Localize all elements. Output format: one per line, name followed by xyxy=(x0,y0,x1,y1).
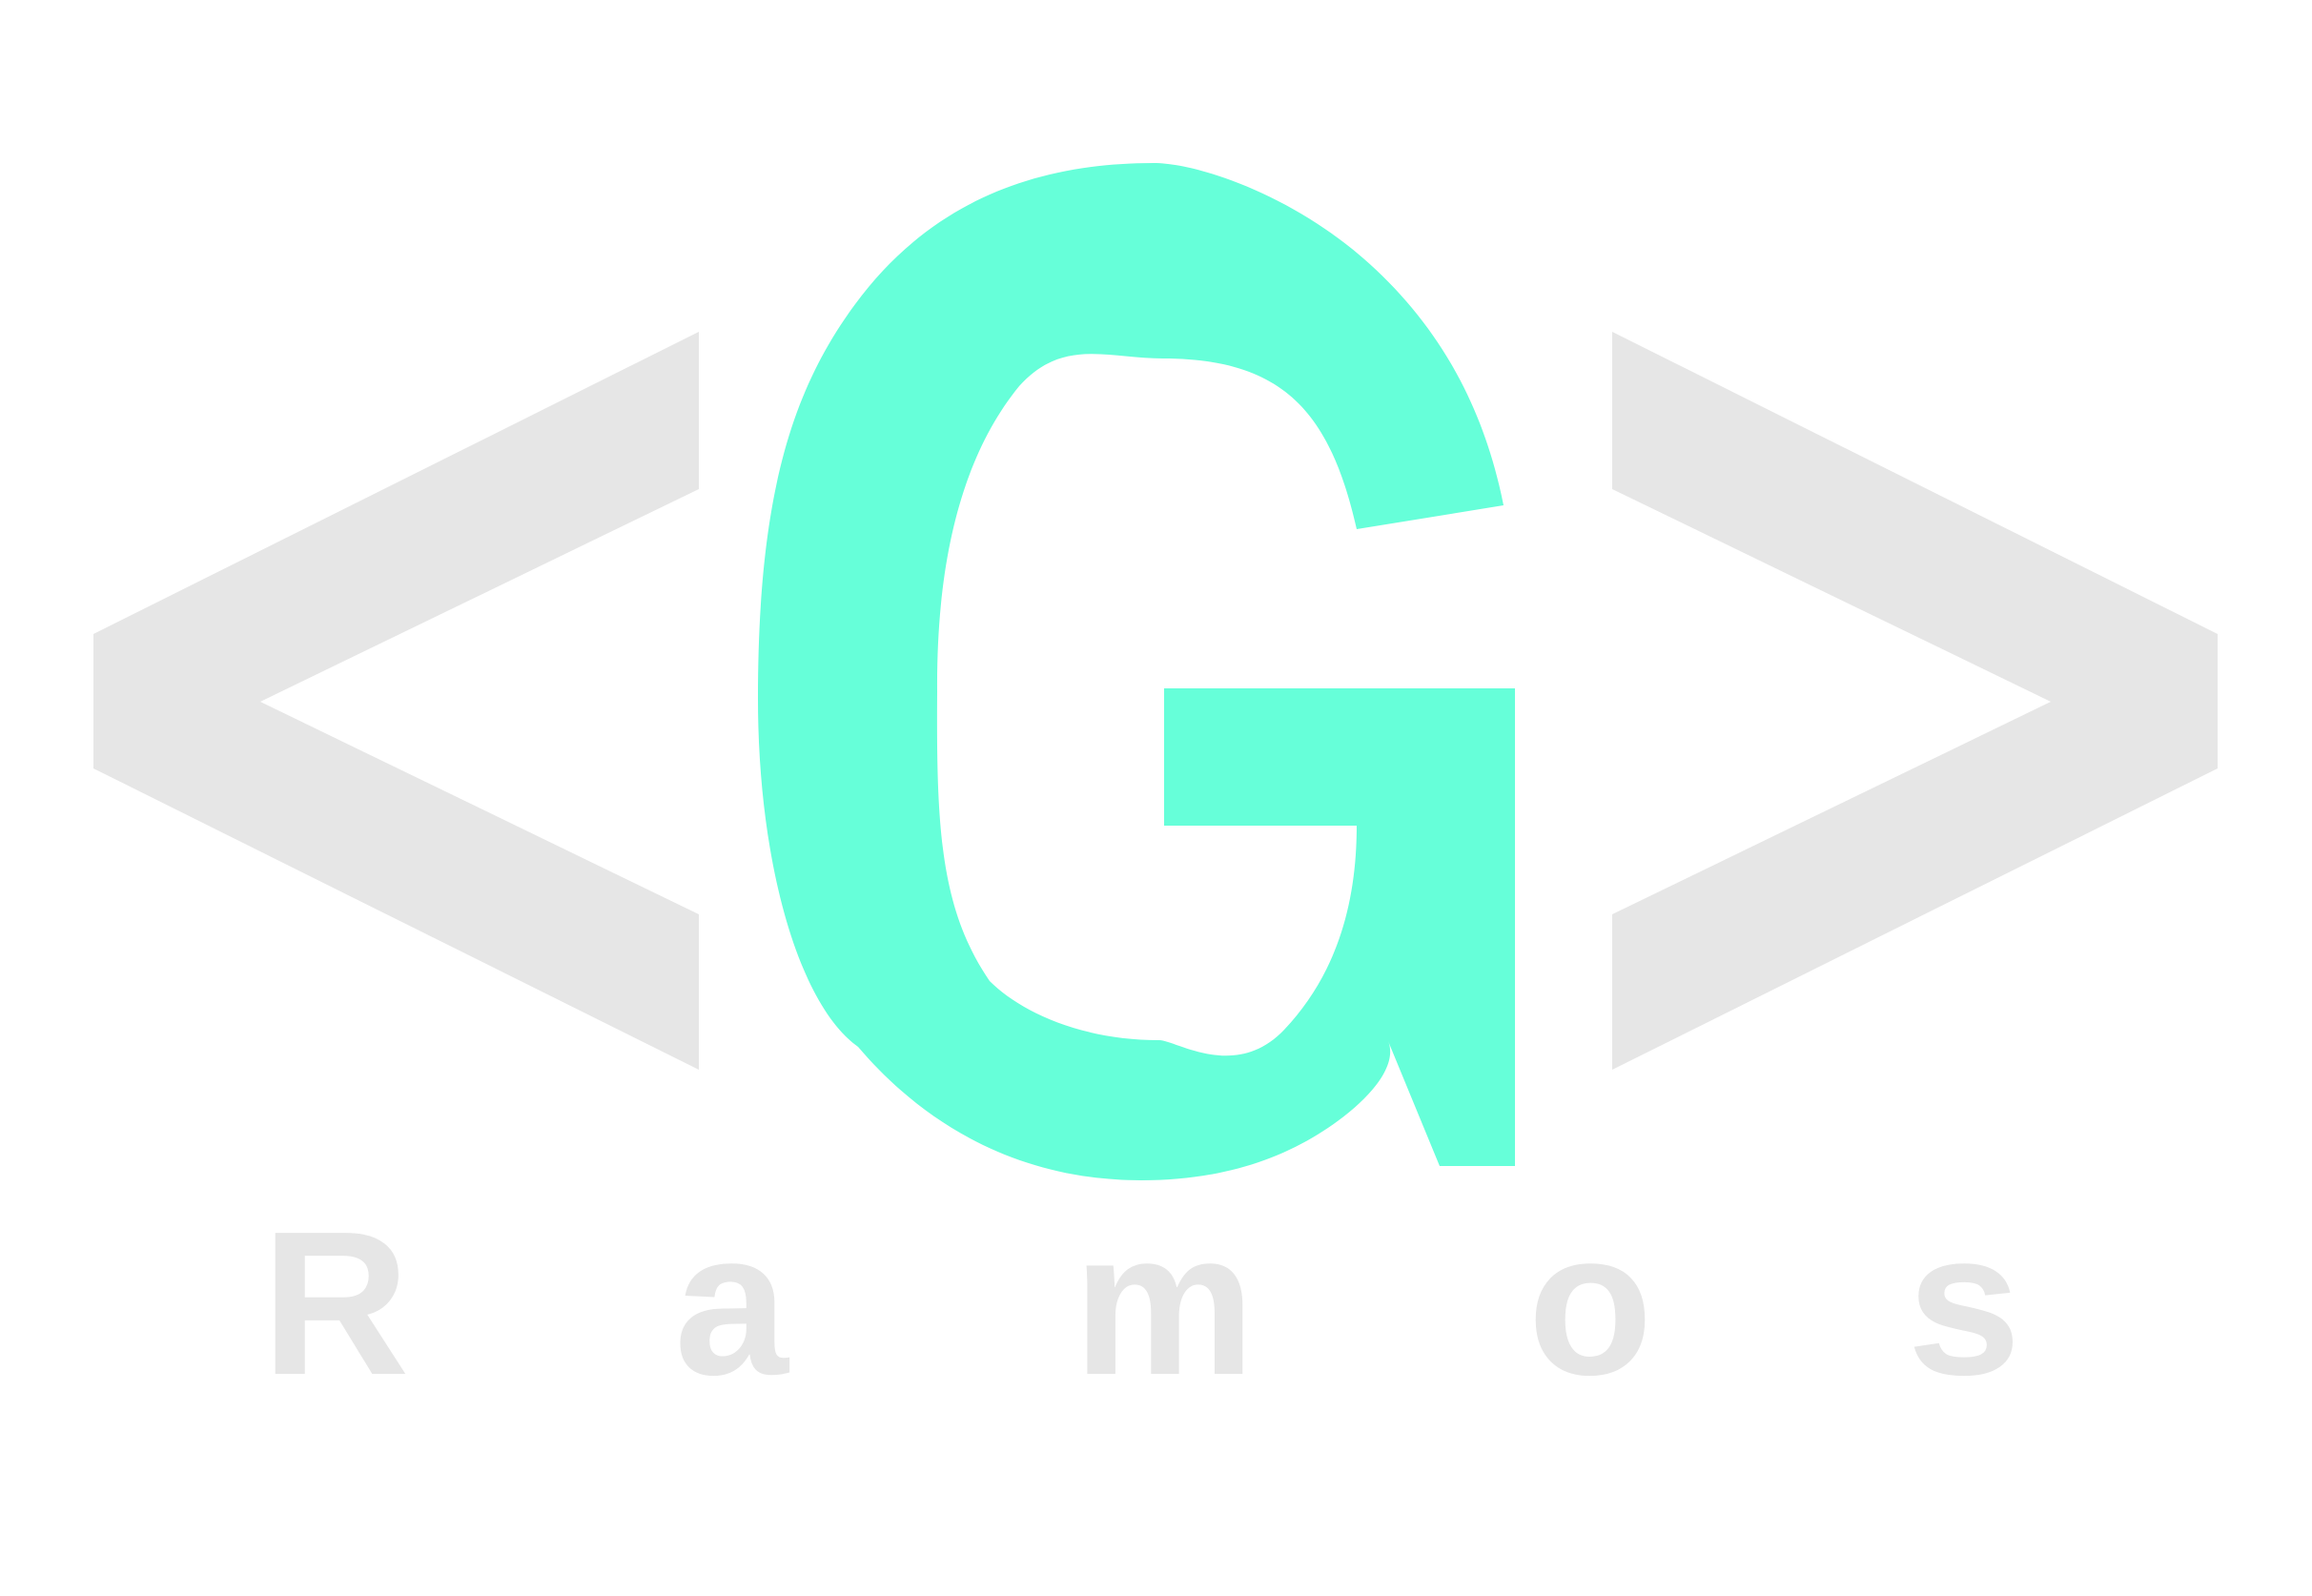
name-letter-s: s xyxy=(1907,1188,2021,1418)
monogram-letter: G xyxy=(0,0,1,1)
name-letter-o: o xyxy=(1527,1188,1652,1418)
name-letter-r: R xyxy=(261,1188,409,1418)
name-letter-m: m xyxy=(1073,1188,1255,1418)
left-angle-bracket-icon xyxy=(93,332,699,1070)
right-angle-bracket-icon xyxy=(1612,332,2218,1070)
g-monogram-icon xyxy=(758,163,1515,1180)
name-letter-a: a xyxy=(674,1188,789,1418)
